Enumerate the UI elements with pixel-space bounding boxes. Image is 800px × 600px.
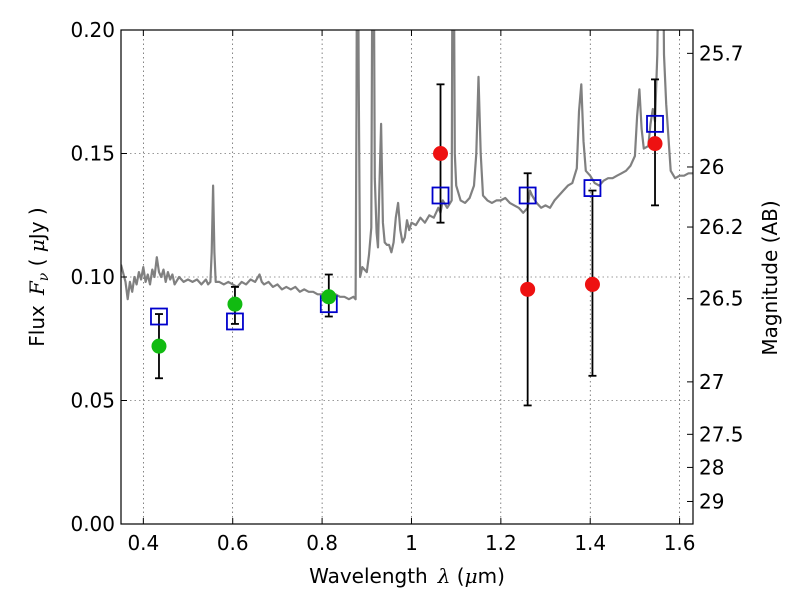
y2-tick-label: 29: [699, 489, 724, 513]
y-tick-label: 0.10: [70, 265, 115, 289]
model-point: [226, 312, 244, 331]
x-tick-label: 1.2: [485, 531, 517, 555]
x-tick-label: 1: [405, 531, 418, 555]
x-tick-labels: 0.4 0.6 0.8 1 1.2 1.4 1.6: [127, 531, 695, 555]
y2-tick-label: 25.7: [699, 41, 744, 65]
observed-point: [321, 289, 337, 305]
y2-tick-label: 27.5: [699, 422, 744, 446]
y2-tick-label: 26: [699, 155, 724, 179]
axis-ticks: [121, 29, 693, 525]
y2-axis-label: Magnitude (AB): [758, 200, 782, 355]
model-point: [583, 179, 602, 197]
observed-point: [584, 276, 600, 292]
y-tick-label: 0.05: [70, 389, 115, 413]
observed-point: [520, 281, 536, 297]
y2-tick-label: 26.5: [699, 287, 744, 311]
model-point: [518, 186, 537, 205]
observed-point: [433, 146, 449, 161]
observed-point: [647, 136, 663, 152]
y2-tick-label: 26.2: [699, 215, 744, 239]
x-axis-label: Wavelength λ (μm): [309, 564, 505, 588]
y-tick-labels: 0.00 0.05 0.10 0.15 0.20: [70, 18, 115, 536]
y-tick-label: 0.20: [70, 18, 115, 42]
spectrum-series: [121, 30, 693, 301]
spectrum-line: [121, 30, 693, 301]
y-tick-label: 0.00: [70, 512, 115, 536]
x-tick-label: 1.6: [664, 531, 696, 555]
x-tick-label: 0.8: [306, 531, 338, 555]
observed-point: [151, 338, 167, 354]
y-axis-label: FluxFν ( μJy ): [25, 207, 52, 346]
x-tick-label: 0.4: [127, 531, 159, 555]
x-tick-label: 0.6: [217, 531, 249, 555]
observed-points: [151, 136, 663, 354]
model-point: [431, 186, 450, 205]
y2-tick-label: 28: [699, 455, 724, 479]
y-tick-label: 0.15: [70, 142, 115, 166]
observed-point: [227, 296, 243, 312]
y2-tick-label: 27: [699, 370, 724, 394]
x-tick-label: 1.4: [574, 531, 606, 555]
model-point: [150, 307, 168, 326]
y2-tick-labels: 25.7 26 26.2 26.5 27 27.5 28 29: [699, 41, 744, 513]
model-point: [646, 114, 664, 133]
